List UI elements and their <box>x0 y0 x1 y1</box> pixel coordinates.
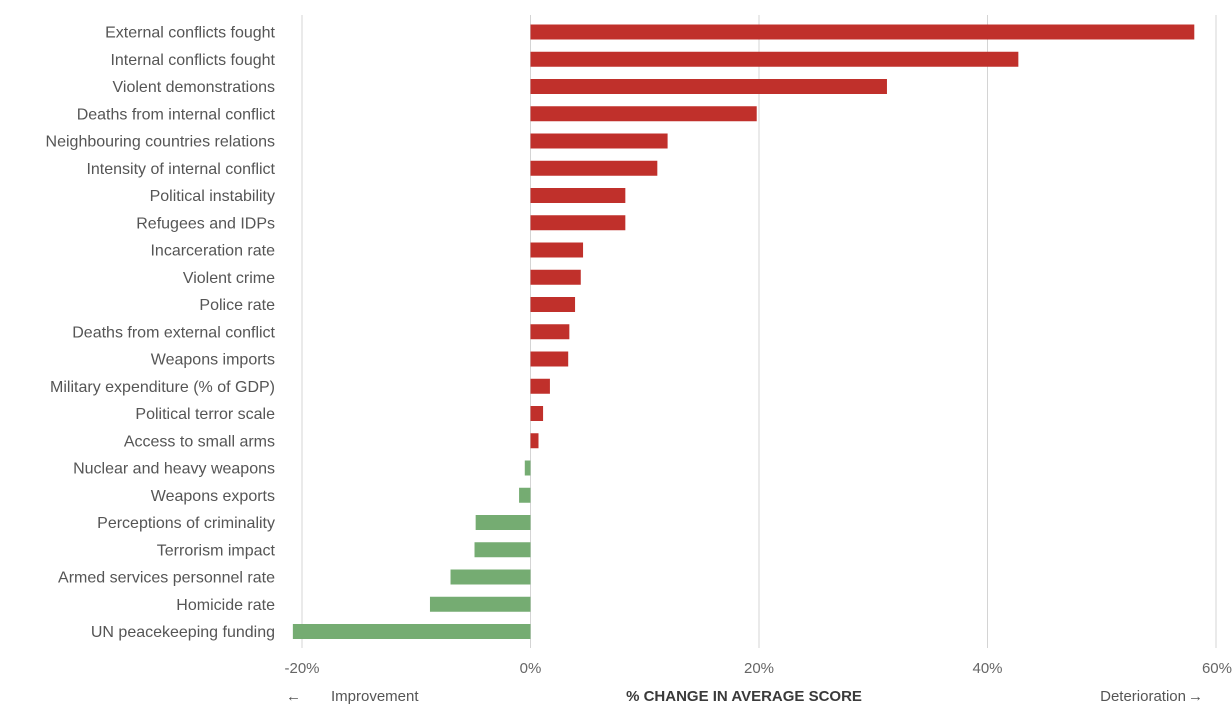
category-label: External conflicts fought <box>105 25 275 42</box>
bar <box>530 406 544 421</box>
category-label: Political terror scale <box>135 406 275 423</box>
bar <box>475 515 531 530</box>
bars <box>292 24 1195 639</box>
bar <box>292 624 531 639</box>
bar <box>429 596 531 612</box>
bar <box>530 215 626 231</box>
bar <box>519 487 531 503</box>
category-label: UN peacekeeping funding <box>91 624 275 641</box>
category-label: Armed services personnel rate <box>58 570 275 587</box>
category-label: Homicide rate <box>176 597 275 614</box>
x-tick-label: 0% <box>520 660 542 677</box>
bar <box>530 24 1195 40</box>
x-axis-title: % CHANGE IN AVERAGE SCORE <box>626 688 862 704</box>
bar <box>530 324 570 340</box>
category-label: Violent crime <box>183 270 275 287</box>
category-label: Refugees and IDPs <box>136 215 275 232</box>
category-label: Intensity of internal conflict <box>86 161 275 178</box>
improvement-annotation: ← Improvement <box>286 688 419 704</box>
left-arrow-icon: ← <box>286 688 301 704</box>
right-arrow-icon: → <box>1188 688 1203 704</box>
bar <box>530 351 569 367</box>
x-tick-labels: -20% 0% 20% 40% 60% <box>284 660 1232 677</box>
category-label: Perceptions of criminality <box>97 515 275 532</box>
x-tick-label: 60% <box>1202 660 1232 677</box>
category-label: Internal conflicts fought <box>110 52 275 69</box>
category-label: Nuclear and heavy weapons <box>73 461 275 478</box>
gridlines <box>301 15 1217 648</box>
bar <box>524 460 531 476</box>
category-label: Violent demonstrations <box>113 79 275 96</box>
improvement-label: Improvement <box>331 688 419 704</box>
category-label: Political instability <box>150 188 275 205</box>
bar <box>530 79 887 94</box>
bar <box>530 188 626 203</box>
category-label: Police rate <box>199 297 275 314</box>
deterioration-annotation: Deterioration → <box>1100 688 1203 704</box>
bar <box>530 269 581 285</box>
x-tick-label: -20% <box>284 660 319 677</box>
category-label: Terrorism impact <box>157 542 276 559</box>
category-label: Access to small arms <box>124 433 275 450</box>
category-label: Incarceration rate <box>150 243 275 260</box>
bar <box>530 297 576 312</box>
bar <box>530 433 539 449</box>
bar <box>474 542 531 558</box>
bar <box>530 106 757 122</box>
bar <box>530 242 584 258</box>
bar <box>530 51 1019 67</box>
category-label: Military expenditure (% of GDP) <box>50 379 275 396</box>
bar <box>530 378 550 394</box>
bar <box>450 569 531 585</box>
deterioration-label: Deterioration <box>1100 688 1186 704</box>
x-tick-label: 20% <box>744 660 774 677</box>
category-label: Deaths from internal conflict <box>77 106 276 123</box>
category-label: Weapons exports <box>151 488 275 505</box>
category-label: Neighbouring countries relations <box>46 134 275 151</box>
bar <box>530 133 668 149</box>
category-labels: External conflicts fought Internal confli… <box>46 25 276 642</box>
category-label: Deaths from external conflict <box>72 324 275 341</box>
bar <box>530 160 658 176</box>
category-label: Weapons imports <box>151 352 275 369</box>
x-tick-label: 40% <box>972 660 1002 677</box>
